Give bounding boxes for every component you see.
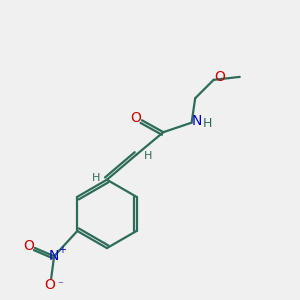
Text: O: O [23,238,34,253]
Text: N: N [192,114,202,128]
Text: O: O [214,70,225,84]
Text: ⁻: ⁻ [57,280,63,290]
Text: O: O [130,111,142,125]
Text: +: + [58,245,66,255]
Text: H: H [92,173,100,183]
Text: O: O [44,278,55,292]
Text: N: N [49,249,59,263]
Text: H: H [202,117,212,130]
Text: H: H [144,151,152,161]
